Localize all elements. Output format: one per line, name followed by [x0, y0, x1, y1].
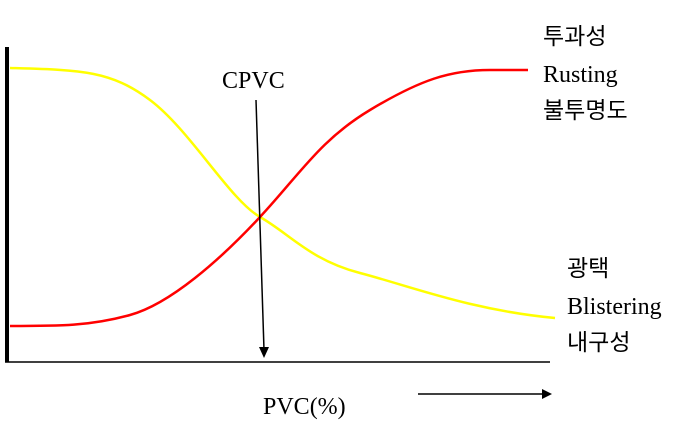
series-yellow-label-line2: Blistering: [567, 294, 662, 320]
series-yellow-label-line1: 광택: [567, 256, 609, 282]
cpvc-label: CPVC: [222, 68, 285, 94]
cpvc-arrow: [255, 99, 265, 351]
cpvc-arrow-head: [259, 347, 269, 358]
series-red-label-line2: Rusting: [543, 62, 618, 88]
series-yellow-label-line3: 내구성: [567, 330, 630, 356]
series-red-label-line3: 불투명도: [543, 98, 628, 124]
x-axis-label: PVC(%): [263, 394, 346, 420]
series-red-label-line1: 투과성: [543, 24, 606, 50]
x-direction-arrow-head: [542, 389, 552, 399]
series-red-line: [9, 68, 528, 328]
